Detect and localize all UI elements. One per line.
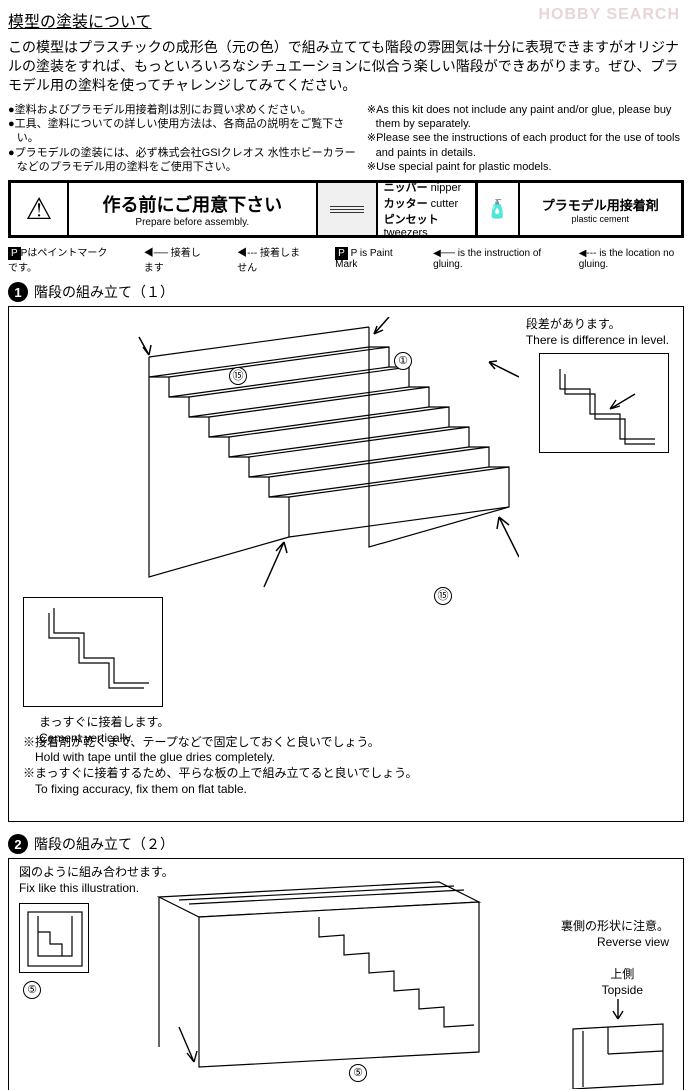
legend-glue-en: is the instruction of gluing. [433,248,541,270]
step2-panel-diagram [119,877,489,1077]
tape-note: ※接着剤が乾くまで、テープなどで固定しておくと良いでしょう。 Hold with… [23,735,669,797]
step2-title: 階段の組み立て（２） [34,834,174,854]
glue-jp: プラモデル用接着剤 [542,195,659,214]
glue-icon: 🧴 [478,183,520,235]
flat-jp: ※まっすぐに接着するため、平らな板の上で組み立てると良いでしょう。 [23,766,669,782]
topside-callout: 上側 Topside [602,967,643,998]
level-en: There is difference in level. [526,333,669,349]
top-en: Topside [602,983,643,999]
step1-box: ⑮ ① ⑮ 段差があります。 There is difference in le… [8,306,684,822]
tape-jp: ※接着剤が乾くまで、テープなどで固定しておくと良いでしょう。 [23,735,669,751]
tool-tweezers-en: tweezers [384,227,428,239]
note-en-2: ※Please see the instructions of each pro… [367,131,684,160]
tool-cutter-en: cutter [431,198,459,210]
tool-nipper-jp: ニッパー [384,182,428,194]
step2-reverse-diagram [563,999,673,1089]
step1-title: 階段の組み立て（１） [34,282,174,302]
warning-bar: ⚠ 作る前にご用意下さい Prepare before assembly. ニッ… [8,180,684,238]
note-en-1: ※As this kit does not include any paint … [367,103,684,132]
tape-en: Hold with tape until the glue dries comp… [23,750,669,766]
warning-jp: 作る前にご用意下さい [102,191,282,217]
step2-box: 図のように組み合わせます。 Fix like this illustration… [8,858,684,1090]
vert-jp: まっすぐに接着します。 [39,715,169,731]
watermark: HOBBY SEARCH [539,6,681,24]
tools-labels: ニッパー nipper カッター cutter ピンセット tweezers [378,183,478,235]
note-jp-2: ●工具、塗料についての詳しい使用方法は、各商品の説明をご覧下さい。 [8,117,357,146]
tool-cutter-jp: カッター [384,198,428,210]
reverse-callout: 裏側の形状に注意。 Reverse view [561,919,669,950]
step1-number: 1 [8,282,28,302]
flat-en: To fixing accuracy, fix them on flat tab… [23,782,669,798]
notes-jp: ●塗料およびプラモデル用接着剤は別にお買い求めください。 ●工具、塗料についての… [8,103,357,174]
rev-jp: 裏側の形状に注意。 [561,919,669,935]
glue-en: plastic cement [572,214,630,224]
part-5a: ⑤ [23,981,41,999]
tool-tweezers-jp: ピンセット [384,214,439,226]
part-5b: ⑤ [349,1064,367,1082]
step2-header: 2 階段の組み立て（２） [8,834,684,854]
tools-icon [318,183,378,235]
vertical-detail-diagram [23,597,163,707]
notes-row: ●塗料およびプラモデル用接着剤は別にお買い求めください。 ●工具、塗料についての… [8,103,684,174]
notes-en: ※As this kit does not include any paint … [367,103,684,174]
warning-icon: ⚠ [11,183,69,235]
step2-detail-diagram [19,903,89,973]
step2-number: 2 [8,834,28,854]
rev-en: Reverse view [561,935,669,951]
level-detail-diagram [539,353,669,453]
glue-label: プラモデル用接着剤 plastic cement [520,183,681,235]
level-callout: 段差があります。 There is difference in level. [526,317,669,348]
legend-p-jp: Pはペイントマークです。 [8,248,107,274]
warning-text: 作る前にご用意下さい Prepare before assembly. [69,183,318,235]
note-jp-1: ●塗料およびプラモデル用接着剤は別にお買い求めください。 [8,103,357,117]
legend-noglue-en: is the location no gluing. [579,248,675,270]
header-section: 模型の塗装について この模型はプラスチックの成形色（元の色）で組み立てても階段の… [8,8,684,174]
tool-nipper-en: nipper [431,182,462,194]
step1-stair-diagram [99,317,519,627]
top-jp: 上側 [602,967,643,983]
warning-en: Prepare before assembly. [135,217,249,228]
note-jp-3: ●プラモデルの塗装には、必ず株式会社GSIクレオス 水性ホビーカラー などのプラ… [8,146,357,175]
legend-row: PPはペイントマークです。 ◀── 接着します ◀--- 接着しません P P … [8,244,684,274]
step1-header: 1 階段の組み立て（１） [8,282,684,302]
note-en-3: ※Use special paint for plastic models. [367,160,684,174]
intro-jp: この模型はプラスチックの成形色（元の色）で組み立てても階段の雰囲気は十分に表現で… [8,38,684,95]
legend-glue-jp: 接着します [144,248,201,274]
level-jp: 段差があります。 [526,317,669,333]
legend-noglue-jp: 接着しません [237,248,300,274]
